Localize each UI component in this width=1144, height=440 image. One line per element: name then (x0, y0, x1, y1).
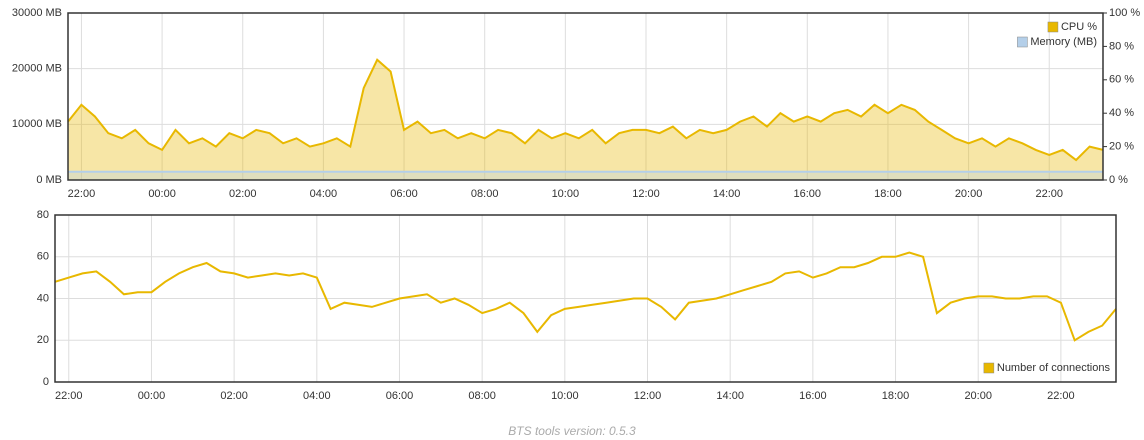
y2-tick-label: 60 % (1109, 74, 1134, 86)
x-tick-label: 14:00 (713, 188, 741, 200)
x-tick-label: 02:00 (220, 390, 248, 402)
y-tick-label: 40 (37, 292, 49, 304)
y-tick-label: 0 (43, 376, 49, 388)
x-tick-label: 02:00 (229, 188, 257, 200)
legend-swatch (983, 362, 995, 374)
x-tick-label: 20:00 (955, 188, 983, 200)
x-tick-label: 16:00 (794, 188, 822, 200)
x-tick-label: 00:00 (148, 188, 176, 200)
x-tick-label: 22:00 (1047, 390, 1075, 402)
x-tick-label: 18:00 (874, 188, 902, 200)
legend-label: Number of connections (997, 362, 1111, 374)
x-tick-label: 22:00 (55, 390, 83, 402)
x-tick-label: 10:00 (552, 188, 580, 200)
line (67, 58, 1104, 162)
x-tick-label: 14:00 (716, 390, 744, 402)
legend-swatch (1047, 21, 1059, 33)
x-tick-label: 08:00 (471, 188, 499, 200)
y2-tick-label: 20 % (1109, 141, 1134, 153)
y-tick-label: 60 (37, 251, 49, 263)
plot-frame (67, 12, 1104, 181)
area (68, 171, 1103, 180)
y-tick-label: 0 MB (36, 174, 62, 186)
x-tick-label: 04:00 (310, 188, 338, 200)
x-tick-label: 06:00 (386, 390, 414, 402)
x-tick-label: 22:00 (1035, 188, 1063, 200)
x-tick-label: 08:00 (468, 390, 496, 402)
x-tick-label: 10:00 (551, 390, 579, 402)
plot-frame (54, 214, 1117, 383)
y-tick-label: 20 (37, 334, 49, 346)
line (54, 251, 1117, 342)
y-tick-label: 30000 MB (12, 7, 62, 19)
y2-tick-label: 80 % (1109, 40, 1134, 52)
area (68, 59, 1103, 180)
y-tick-label: 10000 MB (12, 118, 62, 130)
footer: BTS tools version: 0.5.3 (508, 424, 636, 438)
x-tick-label: 00:00 (138, 390, 166, 402)
legend-label: CPU % (1061, 21, 1097, 33)
x-tick-label: 12:00 (632, 188, 660, 200)
x-tick-label: 06:00 (390, 188, 418, 200)
y-tick-label: 20000 MB (12, 63, 62, 75)
y2-tick-label: 100 % (1109, 7, 1140, 19)
y2-tick-label: 0 % (1109, 174, 1128, 186)
y2-tick-label: 40 % (1109, 107, 1134, 119)
x-tick-label: 22:00 (68, 188, 96, 200)
x-tick-label: 12:00 (634, 390, 662, 402)
x-tick-label: 04:00 (303, 390, 331, 402)
legend-swatch (1017, 36, 1028, 48)
legend-label: Memory (MB) (1030, 36, 1097, 48)
x-tick-label: 18:00 (882, 390, 910, 402)
x-tick-label: 16:00 (799, 390, 827, 402)
x-tick-label: 20:00 (964, 390, 992, 402)
y-tick-label: 80 (37, 209, 49, 221)
